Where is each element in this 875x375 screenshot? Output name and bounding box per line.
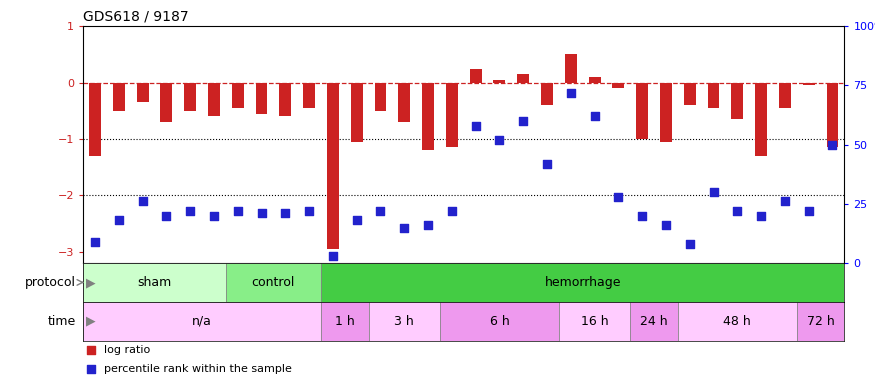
Bar [517, 74, 529, 82]
Text: n/a: n/a [192, 315, 212, 328]
Text: 72 h: 72 h [807, 315, 835, 328]
Text: 3 h: 3 h [395, 315, 414, 328]
Text: percentile rank within the sample: percentile rank within the sample [104, 364, 292, 374]
Text: log ratio: log ratio [104, 345, 150, 355]
FancyBboxPatch shape [559, 302, 630, 340]
Bar [160, 82, 172, 122]
FancyBboxPatch shape [226, 263, 321, 302]
Bar [612, 82, 625, 88]
Text: 48 h: 48 h [724, 315, 752, 328]
Bar [779, 82, 791, 108]
Point [397, 225, 411, 231]
Bar [802, 82, 815, 86]
Bar [255, 82, 268, 114]
Bar [398, 82, 410, 122]
Point [231, 208, 245, 214]
Point [516, 118, 530, 124]
Point [682, 241, 696, 247]
FancyBboxPatch shape [321, 263, 844, 302]
Point [84, 347, 98, 353]
Point [635, 213, 649, 219]
Bar [374, 82, 387, 111]
Point [731, 208, 745, 214]
Point [159, 213, 173, 219]
Point [564, 90, 578, 96]
Bar [755, 82, 767, 156]
Text: 24 h: 24 h [640, 315, 668, 328]
Bar [541, 82, 553, 105]
Bar [208, 82, 220, 117]
Point [778, 198, 792, 204]
Point [659, 222, 673, 228]
Text: time: time [47, 315, 75, 328]
Point [302, 208, 316, 214]
Bar [446, 82, 458, 147]
Bar [89, 82, 101, 156]
Point [754, 213, 768, 219]
Bar [708, 82, 719, 108]
Point [278, 210, 292, 216]
Text: control: control [252, 276, 295, 289]
Point [706, 189, 720, 195]
FancyBboxPatch shape [321, 302, 368, 340]
Bar [232, 82, 244, 108]
Text: 1 h: 1 h [335, 315, 354, 328]
Point [183, 208, 197, 214]
Text: hemorrhage: hemorrhage [544, 276, 621, 289]
FancyBboxPatch shape [83, 302, 321, 340]
FancyBboxPatch shape [83, 263, 226, 302]
Point [612, 194, 626, 200]
Text: GDS618 / 9187: GDS618 / 9187 [83, 10, 189, 24]
Point [540, 160, 554, 166]
Bar [185, 82, 196, 111]
FancyBboxPatch shape [630, 302, 678, 340]
Bar [113, 82, 125, 111]
Point [207, 213, 221, 219]
Point [421, 222, 435, 228]
Bar [351, 82, 362, 142]
Text: sham: sham [137, 276, 172, 289]
Bar [422, 82, 434, 150]
Text: 16 h: 16 h [581, 315, 608, 328]
Point [136, 198, 150, 204]
FancyBboxPatch shape [678, 302, 797, 340]
Bar [660, 82, 672, 142]
Bar [303, 82, 315, 108]
Point [255, 210, 269, 216]
Text: ▶: ▶ [82, 315, 96, 328]
Text: ▶: ▶ [82, 276, 96, 289]
Point [374, 208, 388, 214]
Bar [589, 77, 600, 82]
Bar [279, 82, 291, 117]
Bar [732, 82, 743, 119]
Bar [565, 54, 577, 82]
Point [326, 253, 340, 259]
Point [469, 123, 483, 129]
Point [444, 208, 458, 214]
Point [84, 366, 98, 372]
Bar [493, 80, 506, 82]
FancyBboxPatch shape [797, 302, 844, 340]
Point [350, 217, 364, 223]
Point [588, 113, 602, 119]
Bar [470, 69, 481, 82]
Point [88, 239, 102, 245]
Bar [327, 82, 339, 249]
Point [493, 137, 507, 143]
Bar [827, 82, 838, 147]
Point [802, 208, 816, 214]
Point [825, 142, 839, 148]
FancyBboxPatch shape [368, 302, 440, 340]
Bar [636, 82, 648, 139]
Point [112, 217, 126, 223]
Bar [683, 82, 696, 105]
Bar [136, 82, 149, 102]
Text: 6 h: 6 h [489, 315, 509, 328]
Text: protocol: protocol [24, 276, 75, 289]
FancyBboxPatch shape [440, 302, 559, 340]
